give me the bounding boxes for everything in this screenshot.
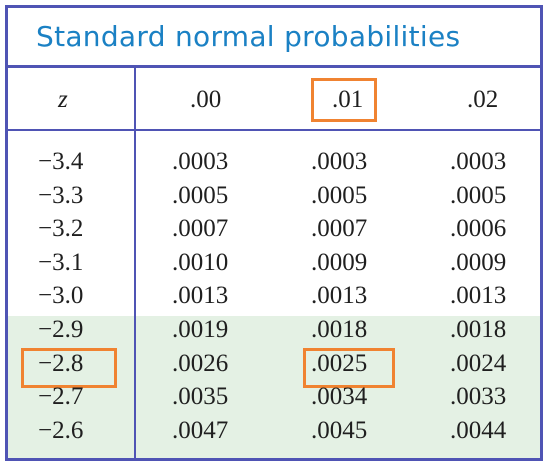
probability-cell: .0045 xyxy=(311,417,368,444)
z-column-divider xyxy=(134,68,136,458)
z-column-header: z xyxy=(58,86,68,113)
table-title-bar: Standard normal probabilities xyxy=(8,8,540,68)
z-value-cell: −2.9 xyxy=(38,316,84,343)
probability-cell: .0018 xyxy=(311,316,368,343)
probability-cell: .0007 xyxy=(311,215,368,242)
probability-cell: .0047 xyxy=(172,417,229,444)
z-value-cell: −3.2 xyxy=(38,215,84,242)
z-value-cell: −3.4 xyxy=(38,148,84,175)
z-value-cell: −2.8 xyxy=(38,350,84,377)
probability-cell: .0005 xyxy=(172,182,229,209)
column-header-02: .02 xyxy=(467,86,499,113)
probability-cell: .0013 xyxy=(172,282,229,309)
probability-cell: .0035 xyxy=(172,383,229,410)
probability-cell: .0003 xyxy=(172,148,229,175)
probability-cell: .0003 xyxy=(450,148,507,175)
probability-cell: .0034 xyxy=(311,383,368,410)
z-value-cell: −2.6 xyxy=(38,417,84,444)
highlight-row-minus-2-8 xyxy=(21,348,117,388)
header-rule xyxy=(8,129,540,131)
probability-cell: .0006 xyxy=(450,215,507,242)
probability-cell: .0018 xyxy=(450,316,507,343)
probability-cell: .0003 xyxy=(311,148,368,175)
probability-cell: .0013 xyxy=(311,282,368,309)
probability-cell: .0025 xyxy=(311,350,368,377)
probability-cell: .0013 xyxy=(450,282,507,309)
probability-cell: .0009 xyxy=(450,249,507,276)
probability-table: Standard normal probabilities z .00 .01 … xyxy=(5,5,543,461)
z-value-cell: −3.0 xyxy=(38,282,84,309)
column-header-01: .01 xyxy=(332,86,364,113)
z-value-cell: −2.7 xyxy=(38,383,84,410)
probability-cell: .0033 xyxy=(450,383,507,410)
highlight-column-01 xyxy=(311,78,377,122)
probability-cell: .0007 xyxy=(172,215,229,242)
probability-cell: .0005 xyxy=(311,182,368,209)
column-header-00: .00 xyxy=(190,86,222,113)
z-value-cell: −3.3 xyxy=(38,182,84,209)
probability-cell: .0005 xyxy=(450,182,507,209)
probability-cell: .0009 xyxy=(311,249,368,276)
table-title: Standard normal probabilities xyxy=(36,20,461,53)
probability-cell: .0010 xyxy=(172,249,229,276)
highlight-cell-0025 xyxy=(303,348,395,388)
probability-cell: .0024 xyxy=(450,350,507,377)
probability-cell: .0019 xyxy=(172,316,229,343)
z-value-cell: −3.1 xyxy=(38,249,84,276)
probability-cell: .0044 xyxy=(450,417,507,444)
probability-cell: .0026 xyxy=(172,350,229,377)
